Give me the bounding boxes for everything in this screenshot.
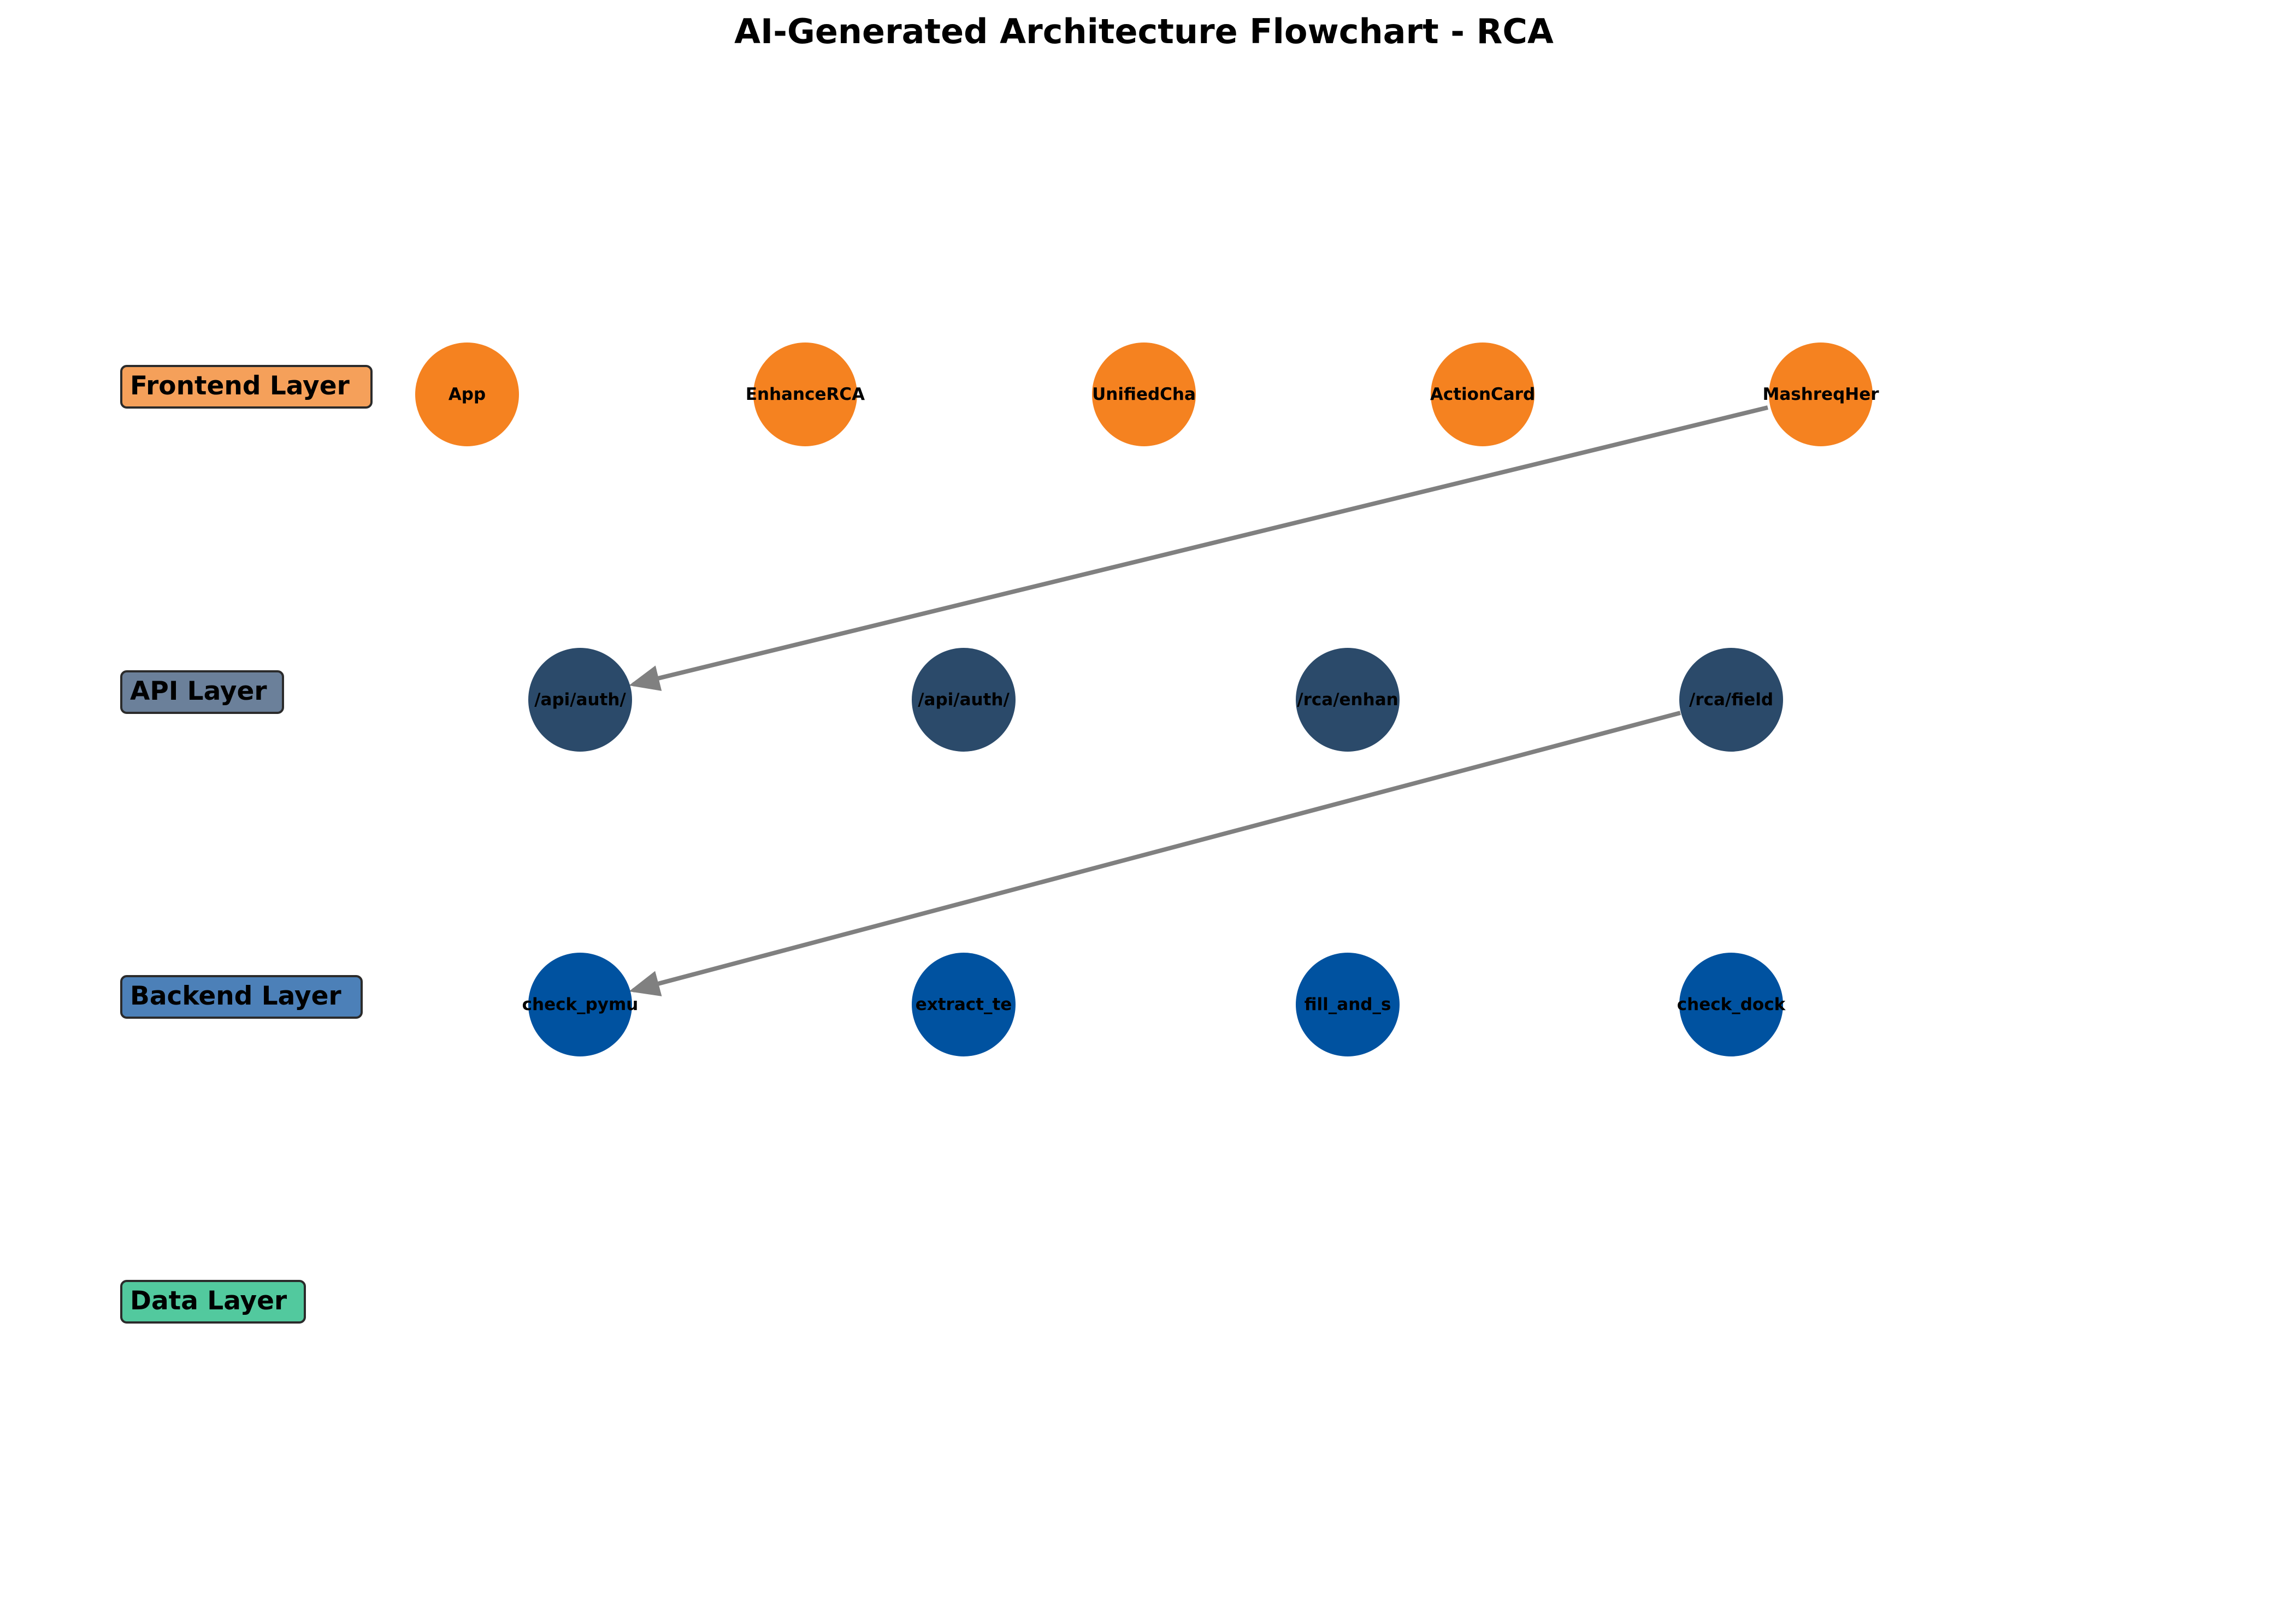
layer-label-frontend-box <box>120 365 373 409</box>
edges-group <box>629 405 1768 996</box>
layer-label-data: Data Layer <box>120 1280 306 1324</box>
node-check-pymu-label: check_pymu <box>522 995 639 1014</box>
node-app: App <box>415 342 519 446</box>
layer-label-frontend: Frontend Layer <box>120 365 373 409</box>
node-fill-and-s-circle <box>1296 953 1400 1056</box>
node-rca-field-circle <box>1679 648 1783 752</box>
node-unifiedcha-label: UnifiedCha <box>1092 385 1196 404</box>
node-api-auth-1-label: /api/auth/ <box>534 690 626 710</box>
node-extract-te-circle <box>912 953 1016 1056</box>
node-api-auth-2-circle <box>912 648 1016 752</box>
node-mashreqher: MashreqHer <box>1762 342 1879 446</box>
node-check-dock: check_dock <box>1677 953 1786 1056</box>
node-extract-te: extract_te <box>912 953 1016 1056</box>
node-rca-field: /rca/field <box>1679 648 1783 752</box>
layer-label-frontend-text: Frontend Layer <box>130 371 350 401</box>
node-app-label: App <box>448 385 486 404</box>
node-api-auth-2-label: /api/auth/ <box>918 690 1010 710</box>
layer-label-api: API Layer <box>120 670 284 714</box>
node-unifiedcha: UnifiedCha <box>1092 342 1196 446</box>
layer-label-api-box <box>120 670 284 714</box>
layer-label-backend: Backend Layer <box>120 975 363 1019</box>
node-actioncard: ActionCard <box>1430 342 1535 446</box>
layer-label-data-text: Data Layer <box>130 1286 287 1316</box>
layer-label-backend-text: Backend Layer <box>130 981 341 1011</box>
layer-label-api-text: API Layer <box>130 676 267 706</box>
node-api-auth-1-circle <box>528 648 632 752</box>
layer-label-data-box <box>120 1280 306 1324</box>
node-unifiedcha-circle <box>1092 342 1196 446</box>
node-actioncard-circle <box>1431 342 1535 446</box>
backend-nodes: check_pymu extract_te fill_and_s check_d… <box>522 953 1786 1056</box>
node-check-dock-label: check_dock <box>1677 995 1786 1014</box>
edge-rca-field-to-check-pymu <box>629 711 1681 996</box>
node-check-pymu-circle <box>528 953 632 1056</box>
node-enhancerca-label: EnhanceRCA <box>746 385 865 404</box>
node-api-auth-1: /api/auth/ <box>528 648 632 752</box>
api-nodes: /api/auth/ /api/auth/ /rca/enhan /rca/fi… <box>528 648 1783 752</box>
frontend-nodes: App EnhanceRCA UnifiedCha ActionCard Mas… <box>415 342 1879 446</box>
node-app-circle <box>415 342 519 446</box>
node-rca-enhan-circle <box>1296 648 1400 752</box>
edge-mashreqher-to-api-auth <box>629 405 1768 691</box>
node-rca-field-label: /rca/field <box>1689 690 1773 710</box>
layer-label-backend-box <box>120 975 363 1019</box>
node-mashreqher-circle <box>1769 342 1873 446</box>
node-rca-enhan: /rca/enhan <box>1296 648 1400 752</box>
node-mashreqher-label: MashreqHer <box>1762 385 1879 404</box>
node-enhancerca-circle <box>753 342 857 446</box>
diagram-title: AI-Generated Architecture Flowchart - RC… <box>734 11 1554 51</box>
node-api-auth-2: /api/auth/ <box>912 648 1016 752</box>
node-enhancerca: EnhanceRCA <box>746 342 865 446</box>
node-check-dock-circle <box>1679 953 1783 1056</box>
node-extract-te-label: extract_te <box>916 995 1012 1014</box>
node-actioncard-label: ActionCard <box>1430 385 1535 404</box>
node-fill-and-s-label: fill_and_s <box>1305 995 1391 1014</box>
node-check-pymu: check_pymu <box>522 953 639 1056</box>
node-fill-and-s: fill_and_s <box>1296 953 1400 1056</box>
node-rca-enhan-label: /rca/enhan <box>1297 690 1398 710</box>
